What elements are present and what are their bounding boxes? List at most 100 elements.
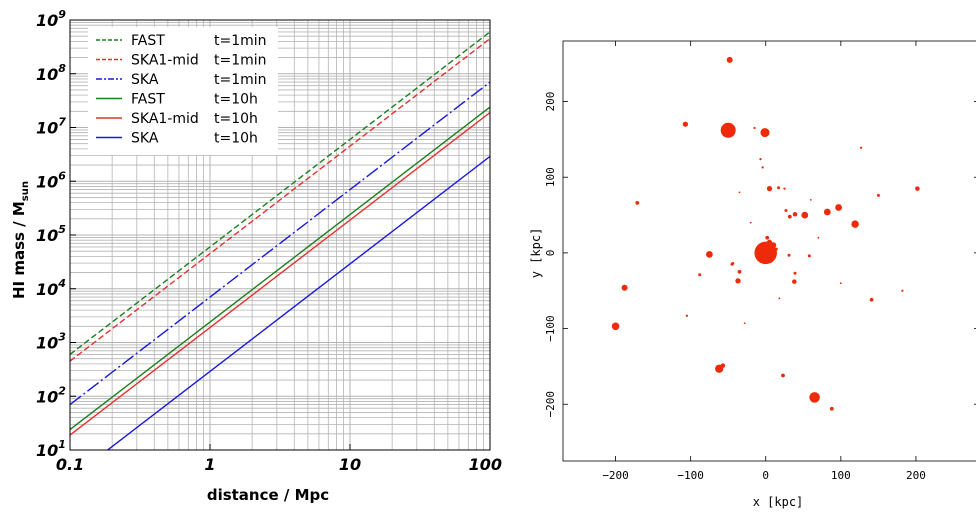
- galaxy-point: [787, 214, 792, 219]
- galaxy-point: [784, 209, 788, 212]
- x-tick-label: 0: [762, 469, 769, 482]
- x-tick-label: −200: [602, 469, 629, 482]
- galaxy-point: [777, 186, 780, 190]
- legend-time: t=10h: [214, 111, 258, 127]
- galaxy-point: [759, 243, 765, 248]
- plot-frame: [562, 40, 976, 462]
- galaxy-point: [621, 284, 628, 291]
- series-line-3: [70, 106, 490, 431]
- galaxy-point: [793, 271, 797, 275]
- legend-background: [88, 27, 278, 155]
- x-tick-label: 10: [339, 455, 361, 474]
- legend-label: SKA1-mid: [131, 111, 199, 127]
- galaxy-point: [766, 185, 773, 192]
- y-tick-label: −200: [544, 391, 557, 418]
- galaxy-point: [823, 208, 831, 216]
- galaxy-point: [766, 239, 773, 245]
- galaxy-point: [781, 373, 785, 378]
- galaxy-point: [770, 242, 777, 249]
- x-tick-label: 1: [204, 455, 215, 474]
- galaxy-point: [774, 247, 778, 251]
- galaxy-point: [761, 166, 764, 169]
- galaxy-point: [792, 212, 798, 217]
- y-tick-label: 100: [544, 167, 557, 187]
- series-line-2: [70, 81, 490, 406]
- galaxy-point: [706, 251, 713, 258]
- galaxy-point: [698, 273, 702, 277]
- y-axis-label: y [kpc]: [529, 228, 543, 279]
- galaxy-point: [735, 278, 741, 284]
- legend: FAST t=1min SKA1-mid t=1min SKA t=1min FAST t=1…: [88, 27, 278, 155]
- hi-mass-chart: 0.1 1 10 100 101 102 103 104 105 106 107 108 109 FAS…: [10, 8, 502, 504]
- y-tick-label: 108: [36, 62, 66, 84]
- legend-label: SKA: [131, 72, 159, 88]
- galaxy-point: [829, 406, 834, 411]
- y-tick-label: 0: [544, 250, 557, 257]
- y-tick-label: 107: [36, 116, 66, 138]
- galaxy-point: [801, 211, 809, 219]
- galaxy-points: [611, 56, 920, 411]
- galaxy-point: [685, 314, 689, 317]
- galaxy-point: [730, 262, 734, 266]
- x-tick-label: −100: [677, 469, 704, 482]
- y-tick-label: 101: [36, 438, 66, 460]
- galaxy-point: [635, 201, 640, 205]
- galaxy-point: [851, 220, 859, 228]
- galaxy-point: [783, 187, 786, 190]
- legend-time: t=10h: [214, 92, 258, 108]
- y-tick-label: −100: [544, 315, 557, 342]
- galaxy-point: [792, 279, 797, 284]
- galaxy-point: [809, 392, 820, 403]
- y-tick-label: 109: [36, 8, 66, 30]
- galaxy-point: [807, 254, 811, 258]
- galaxy-point: [876, 193, 880, 197]
- legend-time: t=1min: [214, 72, 267, 88]
- galaxy-point: [749, 221, 752, 224]
- galaxy-point: [859, 146, 863, 149]
- galaxy-point: [760, 128, 770, 138]
- galaxy-point: [817, 236, 820, 239]
- axis-ticks: 0.1 1 10 100 101 102 103 104 105 106 107 108 109: [36, 8, 502, 474]
- galaxy-point: [682, 121, 689, 127]
- y-tick-label: 105: [36, 223, 66, 245]
- series-line-5: [106, 155, 490, 450]
- galaxy-point: [720, 363, 726, 368]
- y-axis-label: HI mass / Msun: [10, 181, 31, 299]
- x-axis-label: distance / Mpc: [207, 486, 329, 504]
- galaxy-map-chart: −200 −100 0 100 200 −200 −100 0 100 200 x [kpc] y…: [529, 40, 976, 509]
- galaxy-point: [762, 248, 767, 253]
- galaxy-point: [915, 186, 920, 191]
- legend-time: t=10h: [214, 131, 258, 147]
- y-tick-label: 106: [36, 169, 66, 191]
- galaxy-point: [869, 297, 874, 302]
- series-line-0: [70, 31, 490, 355]
- galaxy-point: [738, 191, 741, 194]
- series-lines: [70, 31, 490, 450]
- galaxy-point: [901, 289, 904, 292]
- y-axis-label-main: HI mass / M: [10, 201, 28, 299]
- galaxy-point: [759, 157, 762, 161]
- y-tick-label: 102: [36, 384, 66, 406]
- legend-label: SKA1-mid: [131, 53, 199, 69]
- galaxy-point: [835, 204, 842, 211]
- galaxy-point: [753, 126, 756, 130]
- galaxy-point: [737, 269, 742, 274]
- galaxy-point: [743, 322, 746, 325]
- x-tick-label: 200: [906, 469, 926, 482]
- x-tick-label: 100: [469, 455, 502, 474]
- galaxy-point: [765, 235, 770, 240]
- x-tick-label: 100: [831, 469, 851, 482]
- y-tick-label: 104: [36, 277, 66, 299]
- galaxy-point: [787, 253, 791, 257]
- galaxy-point: [778, 297, 781, 300]
- series-line-4: [70, 111, 490, 436]
- y-axis-label-subscript: sun: [20, 181, 31, 201]
- legend-label: FAST: [131, 33, 165, 49]
- galaxy-point: [839, 282, 842, 285]
- y-tick-label: 200: [544, 92, 557, 112]
- y-tick-label: 103: [36, 331, 66, 353]
- axis-ticks: −200 −100 0 100 200 −200 −100 0 100 200: [544, 41, 976, 482]
- galaxy-point: [726, 56, 733, 63]
- legend-time: t=1min: [214, 53, 267, 69]
